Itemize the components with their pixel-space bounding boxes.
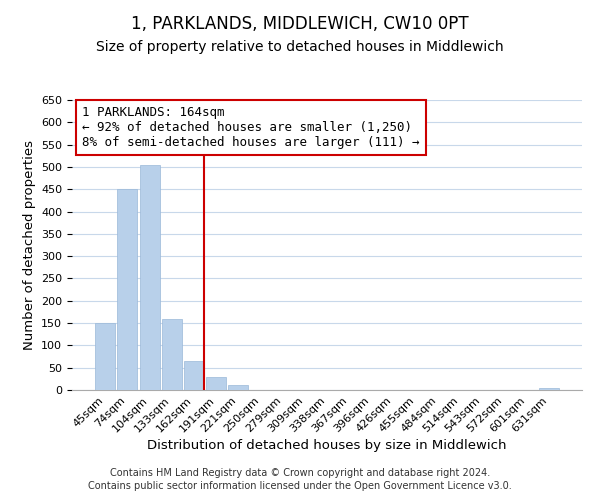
X-axis label: Distribution of detached houses by size in Middlewich: Distribution of detached houses by size … (147, 440, 507, 452)
Text: Size of property relative to detached houses in Middlewich: Size of property relative to detached ho… (96, 40, 504, 54)
Bar (206, 376, 226, 390)
Bar (228, 384, 248, 390)
Bar (184, 361, 204, 390)
Bar (95, 323, 115, 390)
Text: 1, PARKLANDS, MIDDLEWICH, CW10 0PT: 1, PARKLANDS, MIDDLEWICH, CW10 0PT (131, 15, 469, 33)
Y-axis label: Number of detached properties: Number of detached properties (23, 140, 35, 350)
Bar (118, 189, 137, 390)
Text: Contains public sector information licensed under the Open Government Licence v3: Contains public sector information licen… (88, 481, 512, 491)
Bar (162, 318, 182, 390)
Text: Contains HM Land Registry data © Crown copyright and database right 2024.: Contains HM Land Registry data © Crown c… (110, 468, 490, 477)
Text: 1 PARKLANDS: 164sqm
← 92% of detached houses are smaller (1,250)
8% of semi-deta: 1 PARKLANDS: 164sqm ← 92% of detached ho… (82, 106, 420, 149)
Bar (140, 164, 160, 390)
Bar (539, 388, 559, 390)
